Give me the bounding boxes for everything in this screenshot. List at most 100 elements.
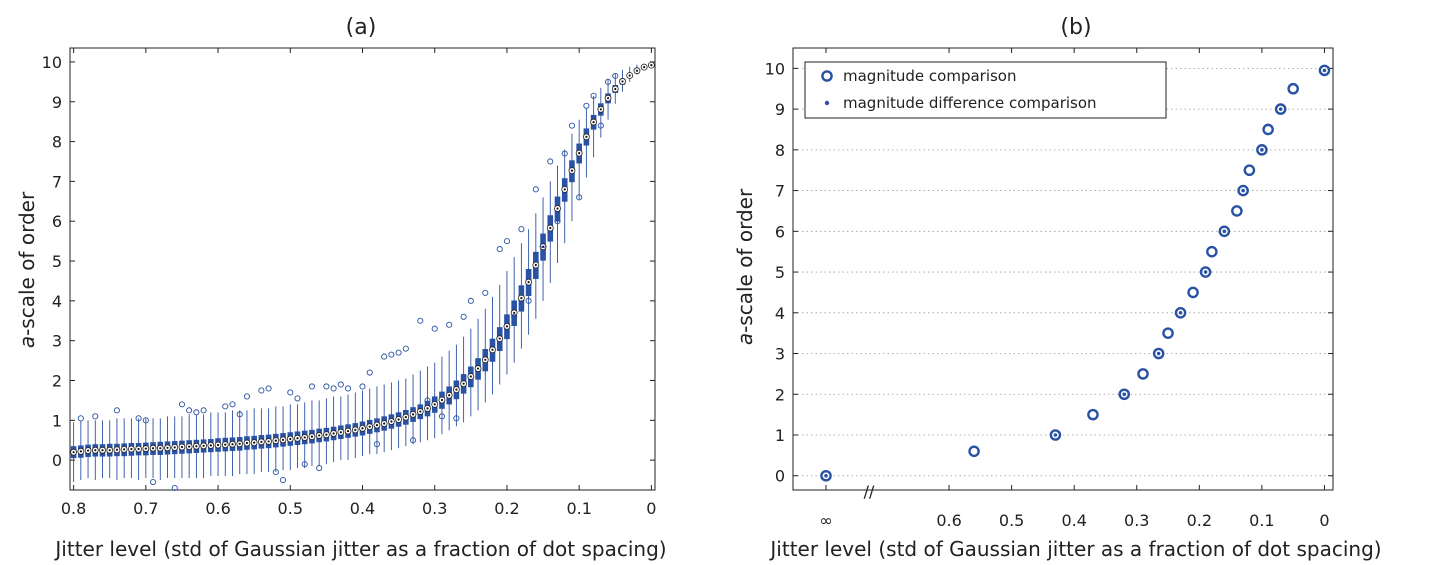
- outlier-point: [482, 289, 489, 296]
- box-median-dot: [108, 449, 111, 452]
- point-magnitude-difference-comparison: [1203, 270, 1208, 274]
- y-tick-label: 4: [775, 304, 785, 323]
- box-median-dot: [462, 382, 465, 385]
- panel-a-y-axis-label-italic: a: [15, 336, 39, 348]
- y-tick-label: 10: [42, 53, 62, 72]
- outlier-point: [605, 78, 612, 85]
- point-magnitude-comparison: [1287, 82, 1299, 95]
- box-median-dot: [354, 428, 357, 431]
- outlier-point: [366, 369, 373, 376]
- outlier-point: [308, 383, 315, 390]
- box-median-dot: [527, 281, 530, 284]
- y-tick-label: 6: [775, 222, 785, 241]
- outlier-point: [402, 345, 409, 352]
- x-tick-label: 0.7: [133, 499, 158, 518]
- box-median-dot: [209, 444, 212, 447]
- y-tick-label: 6: [52, 212, 62, 231]
- box-median-dot: [570, 169, 574, 172]
- box-median-dot: [419, 410, 422, 413]
- panel-a-title: (a): [346, 15, 377, 40]
- box-median-dot: [549, 226, 552, 230]
- point-magnitude-comparison: [968, 445, 980, 458]
- box-median-dot: [520, 296, 523, 300]
- box-median-dot: [94, 449, 97, 452]
- box-median-dot: [469, 375, 472, 378]
- x-tick-label: 0.3: [1124, 511, 1149, 530]
- x-tick-label: 0.6: [936, 511, 961, 530]
- panel-a-x-axis-label: Jitter level (std of Gaussian jitter as …: [53, 537, 666, 561]
- outlier-point: [460, 313, 467, 320]
- outlier-point: [243, 393, 250, 400]
- box-median-dot: [144, 447, 147, 450]
- box-median-dot: [448, 394, 451, 397]
- box-median-dot: [173, 446, 176, 449]
- outlier-point: [373, 441, 380, 448]
- box-median-dot: [79, 450, 82, 453]
- box-median-dot: [195, 445, 198, 448]
- outlier-point: [92, 413, 99, 420]
- box-median-dot: [166, 446, 169, 449]
- box-median-dot: [513, 311, 516, 314]
- box-median-dot: [534, 263, 537, 267]
- outlier-point: [612, 72, 619, 79]
- box-median-dot: [643, 66, 646, 69]
- x-tick-label: 0.5: [278, 499, 303, 518]
- outlier-point: [554, 218, 561, 225]
- box-median-dot: [592, 120, 595, 124]
- panel-b-points: [820, 64, 1331, 482]
- y-tick-label: 0: [775, 467, 785, 486]
- panel-a-outliers: [77, 72, 619, 492]
- box-median-dot: [202, 444, 205, 447]
- outlier-point: [518, 226, 525, 233]
- outlier-point: [388, 351, 395, 358]
- outlier-point: [178, 401, 185, 408]
- y-tick-label: 0: [52, 451, 62, 470]
- x-tick-label: 0.4: [350, 499, 375, 518]
- box-median-dot: [188, 445, 191, 448]
- outlier-point: [438, 413, 445, 420]
- outlier-point: [561, 150, 568, 157]
- y-tick-label: 9: [775, 100, 785, 119]
- box-median-dot: [260, 440, 263, 443]
- box-median-dot: [224, 443, 227, 446]
- legend-label-magnitude-comparison: magnitude comparison: [843, 67, 1017, 85]
- outlier-point: [568, 122, 575, 129]
- outlier-point: [431, 325, 438, 332]
- outlier-point: [503, 238, 510, 245]
- outlier-point: [287, 389, 294, 396]
- outlier-point: [301, 461, 308, 468]
- x-tick-label: 0.5: [999, 511, 1024, 530]
- box-median-dot: [563, 188, 566, 191]
- box-median-dot: [621, 80, 624, 83]
- point-magnitude-comparison: [1162, 327, 1174, 339]
- point-magnitude-comparison: [1137, 368, 1149, 380]
- outlier-point: [590, 92, 597, 99]
- legend-dot-marker: [824, 100, 830, 106]
- panel-b-legend: magnitude comparison magnitude differenc…: [804, 61, 1167, 119]
- box-median-dot: [325, 433, 328, 436]
- point-magnitude-difference-comparison: [824, 473, 828, 478]
- outlier-point: [186, 407, 193, 414]
- box-median-dot: [346, 429, 350, 433]
- panel-b-title: (b): [1060, 15, 1091, 40]
- x-tick-label: 0.8: [61, 499, 86, 518]
- outlier-point: [135, 415, 142, 422]
- panel-b-y-axis-label-italic: a: [733, 333, 757, 345]
- box-median-dot: [339, 431, 342, 434]
- panel-a: (a) 0 1 2 3 4 5 6 7 8 9 10 0.8 0.7 0.6 0.5 0.4 0.3 0.2 0.1…: [15, 15, 667, 561]
- box-median-dot: [180, 445, 184, 449]
- box-median-dot: [390, 420, 393, 423]
- box-median-dot: [578, 152, 581, 155]
- outlier-point: [171, 484, 178, 492]
- outlier-point: [229, 401, 236, 408]
- box-median-dot: [599, 108, 602, 111]
- y-tick-label: 5: [775, 263, 785, 282]
- x-tick-label: 0: [1319, 511, 1329, 530]
- outlier-point: [337, 381, 344, 388]
- x-tick-label: 0.4: [1061, 511, 1086, 530]
- point-magnitude-difference-comparison: [1278, 107, 1283, 111]
- outlier-point: [330, 385, 337, 392]
- box-median-dot: [585, 135, 588, 138]
- outlier-point: [540, 242, 547, 249]
- x-tick-label-infinity: ∞: [819, 511, 832, 530]
